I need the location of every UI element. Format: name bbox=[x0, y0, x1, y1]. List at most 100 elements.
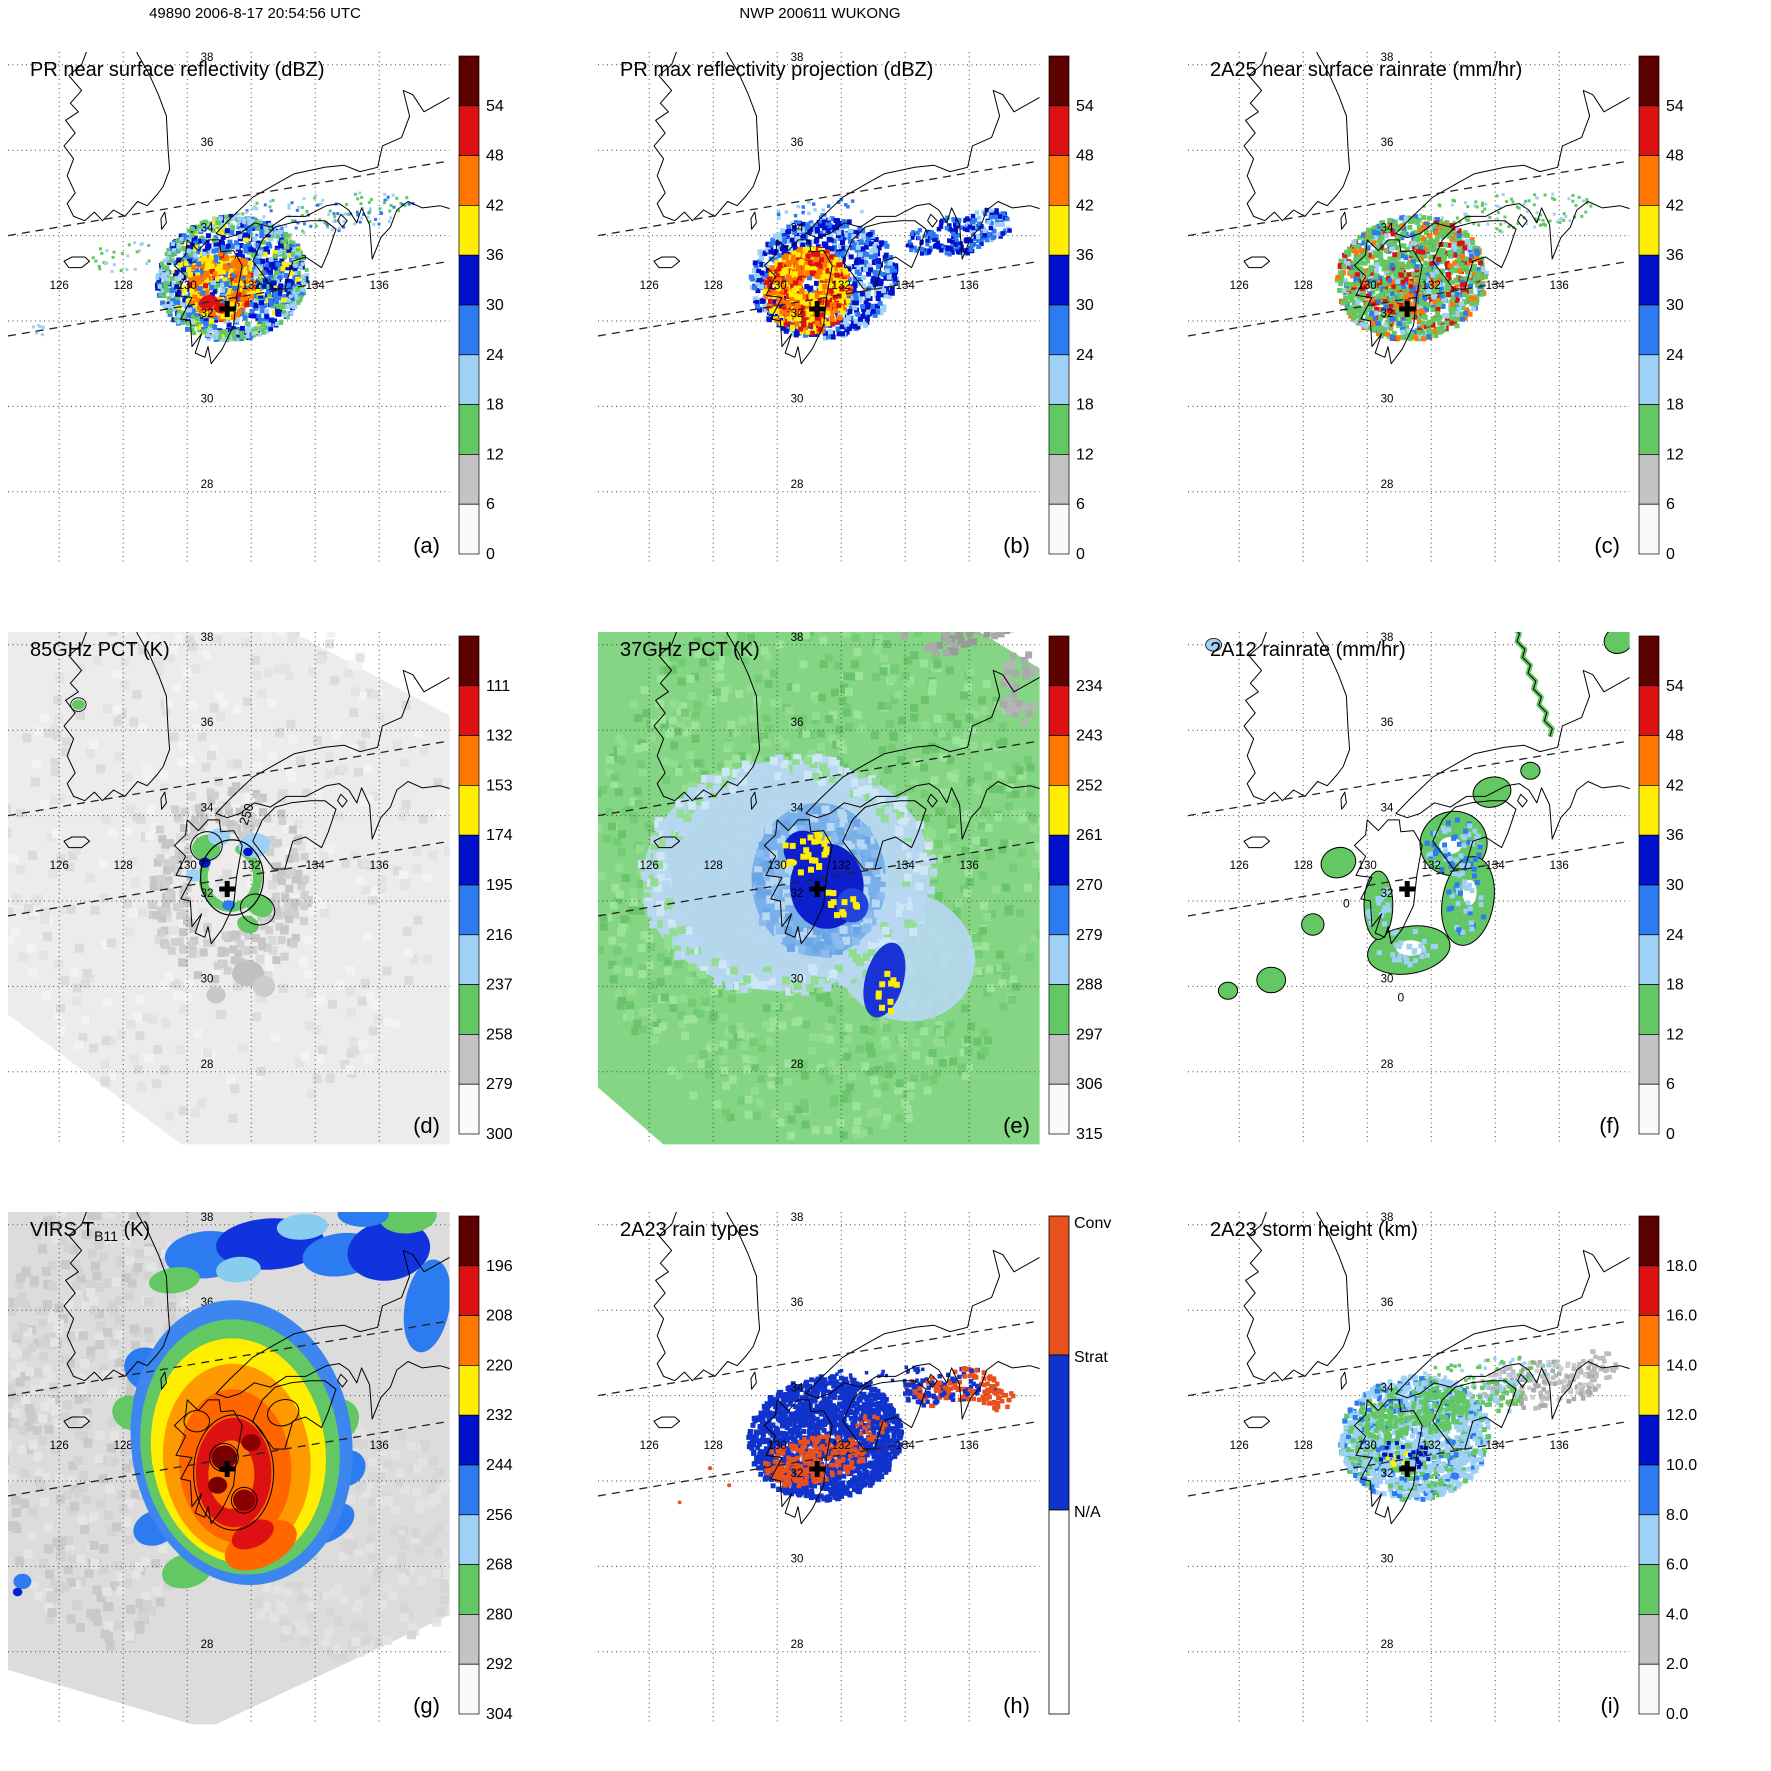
colorbar-tick: 6 bbox=[1666, 496, 1675, 513]
colorbar-tick: 0 bbox=[486, 546, 495, 563]
panel-d: 250 126 128 130 132 134 136 38 36 34 32 30 28 85GHz P… bbox=[0, 606, 590, 1186]
svg-text:132: 132 bbox=[832, 280, 851, 292]
colorbar-tick: 24 bbox=[1666, 927, 1684, 944]
colorbar-tick: 268 bbox=[486, 1557, 513, 1574]
colorbar: Conv Strat N/A bbox=[1048, 1215, 1111, 1715]
colorbar-tick: 42 bbox=[1666, 777, 1684, 794]
colorbar-tick: 30 bbox=[1666, 877, 1684, 894]
svg-text:34: 34 bbox=[791, 223, 804, 235]
panel-letter: (c) bbox=[1594, 533, 1620, 558]
colorbar-tick: 0 bbox=[1666, 1126, 1675, 1143]
panel-letter: (i) bbox=[1600, 1693, 1620, 1718]
colorbar-tick: 24 bbox=[1076, 347, 1094, 364]
panel-title: 37GHz PCT (K) bbox=[620, 639, 760, 661]
swath-edge-lines bbox=[598, 160, 1040, 337]
panel-b: 126 128 130 132 134 136 38 36 34 32 30 28 PR max ref… bbox=[590, 26, 1180, 606]
colorbar-tick: 196 bbox=[486, 1258, 513, 1275]
panel-letter: (f) bbox=[1599, 1113, 1620, 1138]
svg-text:32: 32 bbox=[201, 308, 214, 320]
storm-center-marker bbox=[809, 1461, 826, 1478]
colorbar-tick: 54 bbox=[1666, 678, 1684, 695]
swath-edge-lines bbox=[1188, 160, 1630, 337]
panel-letter: (b) bbox=[1003, 533, 1030, 558]
storm-data bbox=[637, 632, 1039, 1022]
colorbar-label: Strat bbox=[1074, 1349, 1108, 1366]
panel-title: PR max reflectivity projection (dBZ) bbox=[620, 59, 933, 81]
svg-text:134: 134 bbox=[896, 280, 916, 292]
colorbar-tick: 12.0 bbox=[1666, 1407, 1697, 1424]
coastlines bbox=[1243, 1212, 1630, 1525]
colorbar-tick: 18 bbox=[486, 397, 504, 414]
colorbar-tick: 24 bbox=[1666, 347, 1684, 364]
colorbar-tick: 0.0 bbox=[1666, 1706, 1688, 1723]
storm-center-marker bbox=[219, 1461, 236, 1478]
panel-g: 126128130132134136383634323028VIRS TB11 … bbox=[0, 1186, 590, 1766]
panel-c: 126 128 130 132 134 136 38 36 34 32 30 28 2A25 near … bbox=[1180, 26, 1770, 606]
colorbar-tick: 36 bbox=[1666, 827, 1684, 844]
colorbar-tick: 256 bbox=[486, 1507, 513, 1524]
colorbar-tick: 315 bbox=[1076, 1126, 1103, 1143]
colorbar-tick: 36 bbox=[1076, 247, 1094, 264]
colorbar-tick: 306 bbox=[1076, 1076, 1103, 1093]
storm-data bbox=[748, 198, 1012, 341]
colorbar-tick: 216 bbox=[486, 927, 513, 944]
panel-title: VIRS TB11 (K) bbox=[30, 1219, 150, 1244]
colorbar-tick: 4.0 bbox=[1666, 1606, 1688, 1623]
orbit-datetime-label: 49890 2006-8-17 20:54:56 UTC bbox=[149, 5, 361, 22]
colorbar-tick: 8.0 bbox=[1666, 1507, 1688, 1524]
colorbar-tick: 48 bbox=[1666, 148, 1684, 165]
colorbar: 54 48 42 36 30 24 18 12 6 0 bbox=[1048, 55, 1094, 563]
colorbar: 54 48 42 36 30 24 18 12 6 0 bbox=[1638, 55, 1684, 563]
swath-edge-lines bbox=[8, 160, 450, 337]
colorbar-tick: 270 bbox=[1076, 877, 1103, 894]
panel-f: 0 0 126 128 130 132 134 136 38 36 34 32 30 28 2A12 rai… bbox=[1180, 606, 1770, 1186]
colorbar-tick: 54 bbox=[1076, 98, 1094, 115]
panel-title: PR near surface reflectivity (dBZ) bbox=[30, 59, 325, 81]
colorbar-tick: 54 bbox=[486, 98, 504, 115]
colorbar-tick: 10.0 bbox=[1666, 1457, 1697, 1474]
colorbar-tick: 288 bbox=[1076, 977, 1103, 994]
colorbar-tick: 12 bbox=[1076, 446, 1094, 463]
swath-edge-lines bbox=[1188, 1320, 1630, 1497]
colorbar-tick: 300 bbox=[486, 1126, 513, 1143]
panel-title: 2A23 rain types bbox=[620, 1219, 759, 1241]
svg-text:38: 38 bbox=[201, 52, 214, 64]
coastlines bbox=[1243, 52, 1630, 365]
colorbar: 54 48 42 36 30 24 18 12 6 0 bbox=[1638, 635, 1684, 1143]
colorbar-tick: 30 bbox=[1076, 297, 1094, 314]
colorbar-tick: 18 bbox=[1076, 397, 1094, 414]
colorbar-tick: 16.0 bbox=[1666, 1308, 1697, 1325]
svg-text:130: 130 bbox=[768, 280, 787, 292]
panel-letter: (a) bbox=[413, 533, 440, 558]
panel-grid: 126 128 130 132 134 136 38 36 34 32 30 28 PR near su… bbox=[0, 26, 1770, 1766]
panel-a: 126 128 130 132 134 136 38 36 34 32 30 28 PR near su… bbox=[0, 26, 590, 606]
colorbar-tick: 261 bbox=[1076, 827, 1103, 844]
swath-background bbox=[8, 632, 450, 1145]
colorbar-tick: 30 bbox=[486, 297, 504, 314]
colorbar-tick: 48 bbox=[486, 148, 504, 165]
colorbar-tick: 279 bbox=[1076, 927, 1103, 944]
svg-text:34: 34 bbox=[201, 223, 214, 235]
svg-text:32: 32 bbox=[791, 308, 804, 320]
colorbar-tick: 208 bbox=[486, 1308, 513, 1325]
svg-text:128: 128 bbox=[704, 280, 723, 292]
colorbar-tick: 132 bbox=[486, 728, 513, 745]
colorbar-tick: 6 bbox=[486, 496, 495, 513]
colorbar-tick: 220 bbox=[486, 1357, 513, 1374]
storm-data bbox=[1338, 1349, 1619, 1503]
storm-center-marker bbox=[219, 301, 236, 318]
colorbar-tick: 48 bbox=[1076, 148, 1094, 165]
colorbar-tick: 6 bbox=[1666, 1076, 1675, 1093]
svg-text:136: 136 bbox=[370, 280, 389, 292]
panel-g-figure: 126128130132134136383634323028VIRS TB11 … bbox=[8, 1212, 513, 1725]
svg-text:30: 30 bbox=[201, 393, 214, 405]
storm-data: 250 bbox=[70, 697, 276, 1004]
